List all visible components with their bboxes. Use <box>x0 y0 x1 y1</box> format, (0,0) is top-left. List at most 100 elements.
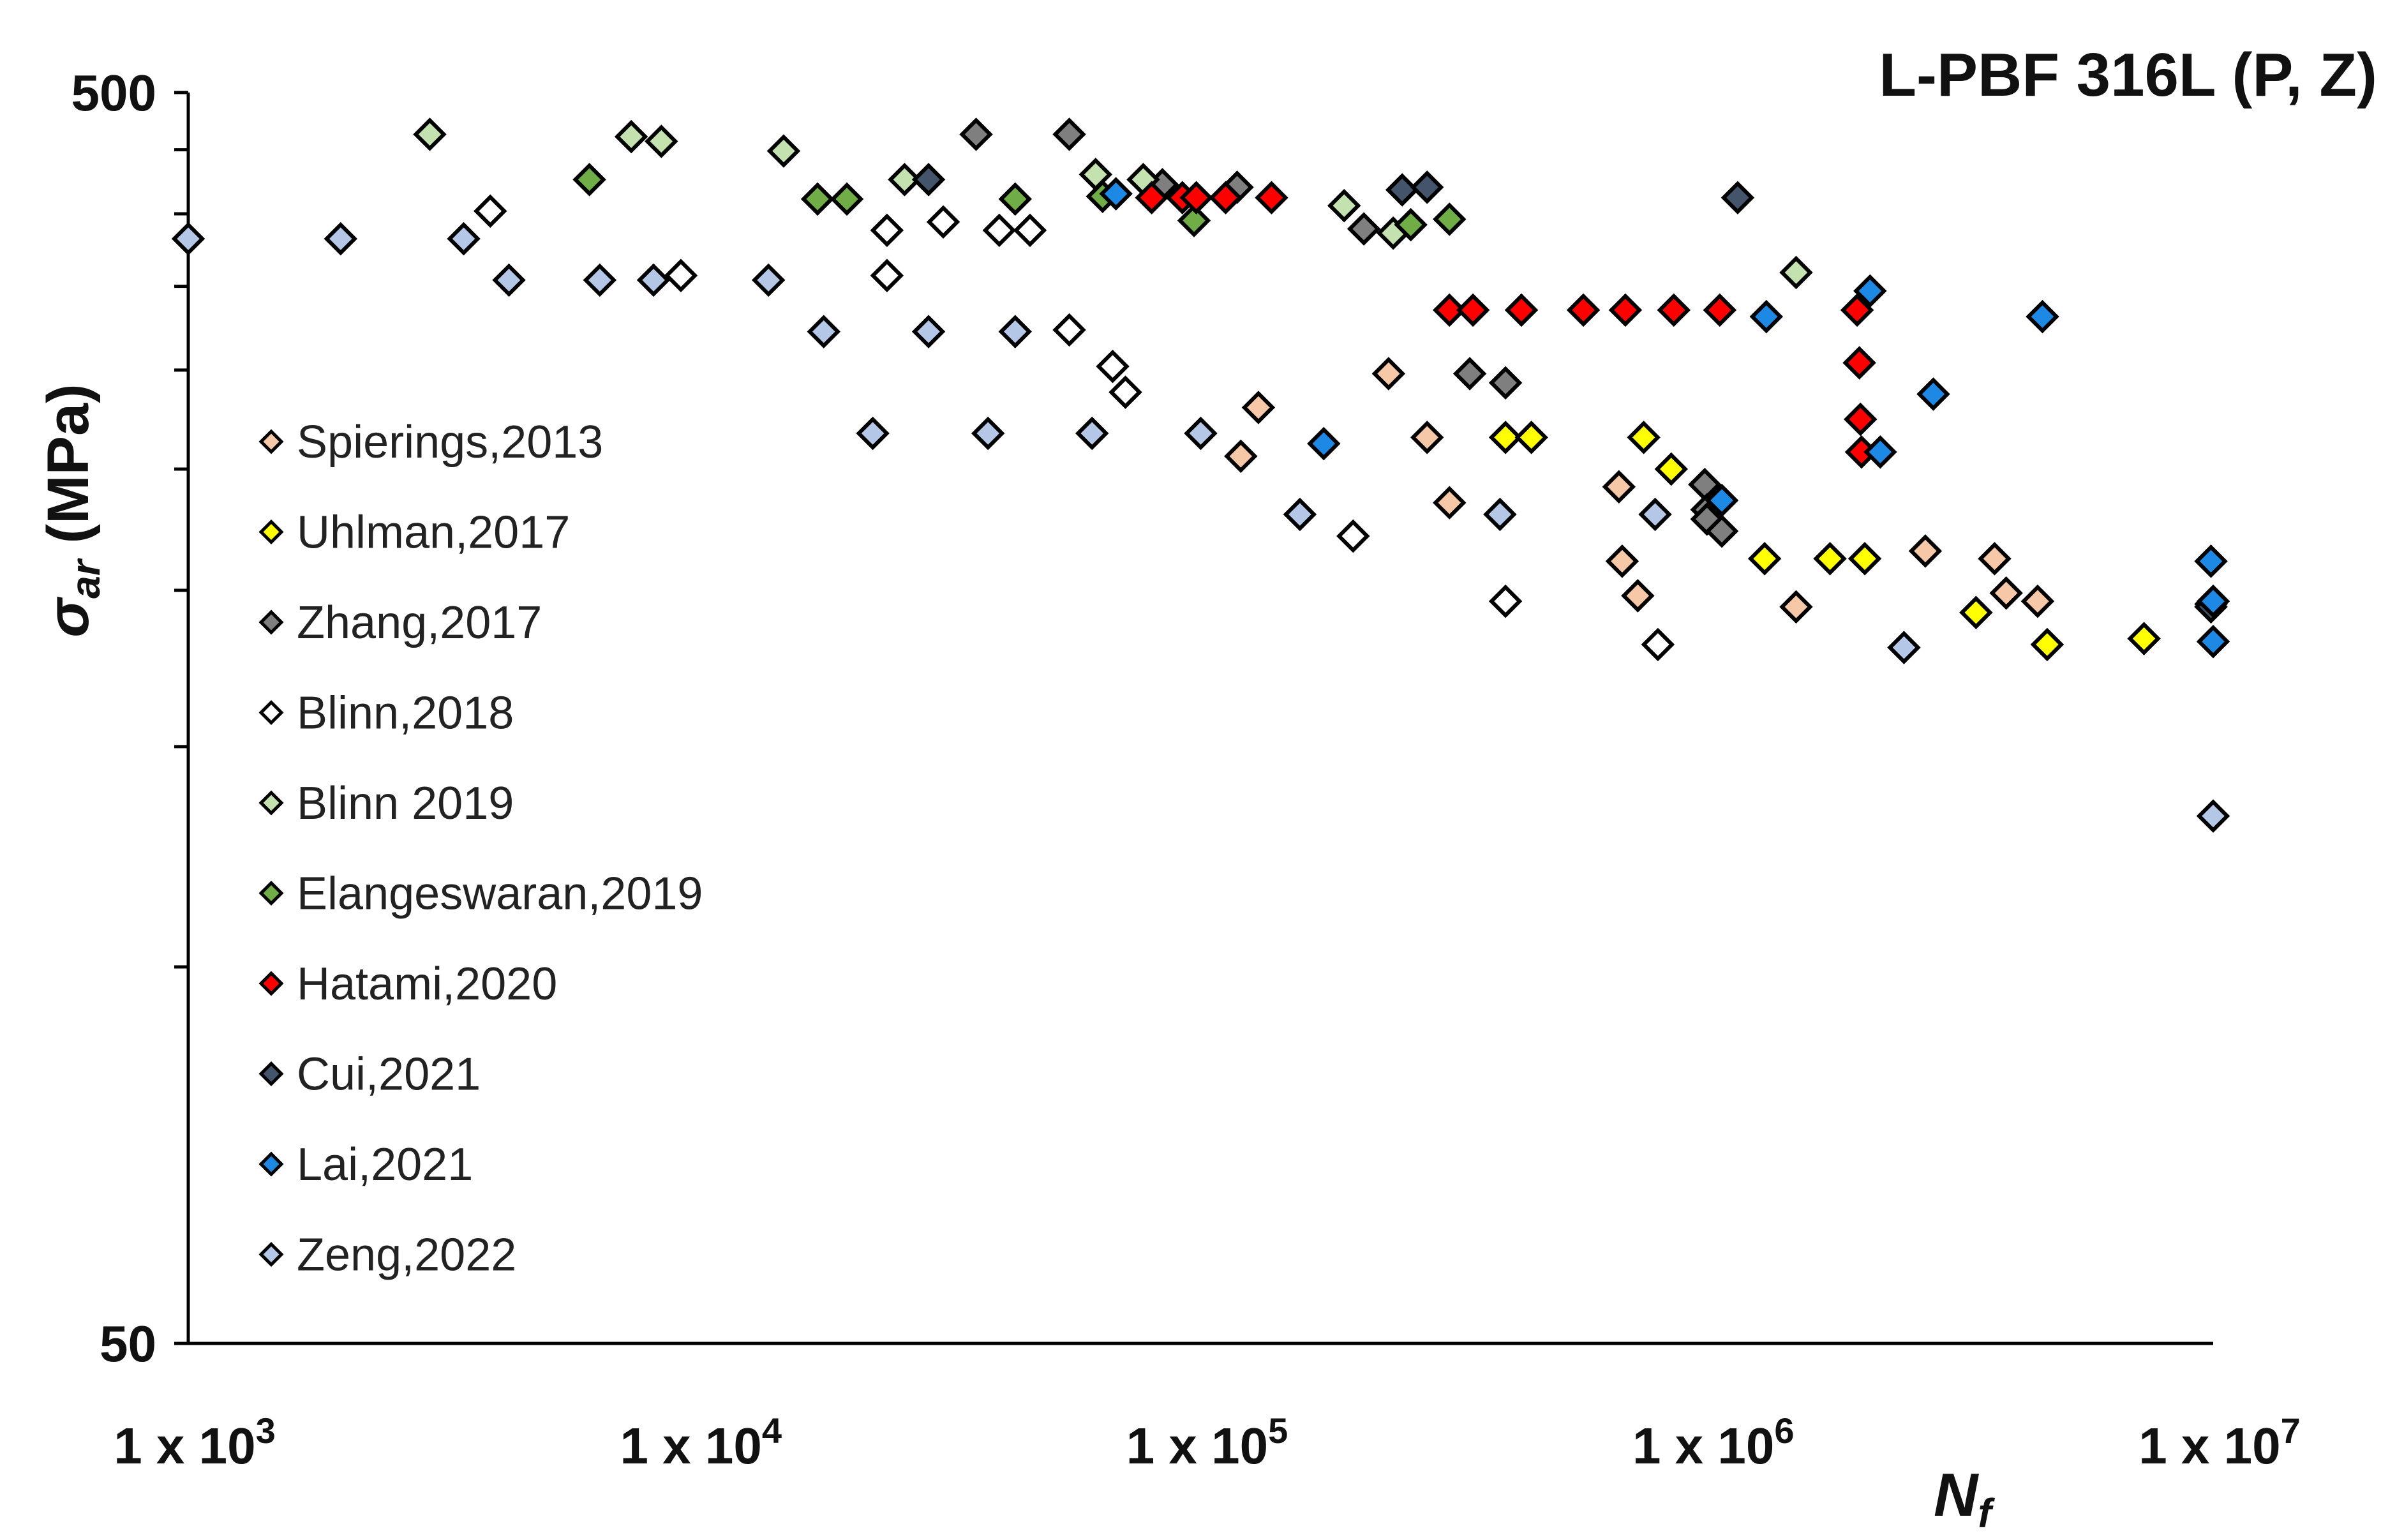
data-point <box>911 315 946 348</box>
data-point <box>1209 181 1243 215</box>
x-tick-labels: 1 x 103 1 x 104 1 x 105 1 x 106 1 x 107 <box>114 1410 2301 1474</box>
data-point <box>474 194 507 228</box>
data-point <box>1433 293 1467 327</box>
x-axis-label: Nf <box>1934 1461 1995 1536</box>
legend-label: Elangeswaran,2019 <box>297 869 703 920</box>
data-point <box>971 416 1005 451</box>
data-point <box>2196 624 2230 659</box>
legend-label: Cui,2021 <box>297 1049 481 1100</box>
data-point <box>1705 514 1739 548</box>
data-point <box>1052 313 1086 347</box>
data-point <box>1608 293 1643 327</box>
y-tick-labels: 500 50 <box>71 64 156 1372</box>
data-point <box>1452 357 1487 391</box>
legend-item: Blinn,2018 <box>258 688 514 739</box>
x-tick-label: 1 x 104 <box>620 1410 782 1474</box>
legend-item: Zhang,2017 <box>258 597 542 648</box>
legend-label: Zeng,2022 <box>297 1230 516 1281</box>
data-point <box>1456 293 1490 327</box>
data-point <box>447 221 481 256</box>
data-point <box>870 213 904 248</box>
data-point <box>998 315 1032 348</box>
legend-item: Hatami,2020 <box>258 959 557 1010</box>
data-point <box>1842 346 1876 380</box>
legend-marker <box>258 971 284 996</box>
data-point <box>1488 584 1523 618</box>
data-point <box>800 182 835 216</box>
data-point <box>1638 497 1672 532</box>
data-point <box>1621 579 1655 613</box>
data-point <box>1654 452 1689 486</box>
data-point <box>1177 204 1211 237</box>
data-point <box>1327 189 1361 223</box>
data-point <box>2030 627 2064 662</box>
data-point <box>583 263 617 297</box>
x-axis-label-main: N <box>1934 1461 1979 1529</box>
data-point <box>1863 435 1897 469</box>
data-point <box>1721 181 1755 215</box>
data-point <box>2196 584 2230 618</box>
legend-item: Uhlman,2017 <box>258 507 570 558</box>
data-point <box>1184 416 1218 451</box>
data-point <box>2127 622 2161 655</box>
data-point <box>1241 391 1276 424</box>
data-point <box>1813 542 1847 576</box>
data-point <box>1307 426 1341 461</box>
data-point <box>1013 213 1047 248</box>
data-point <box>1255 181 1288 215</box>
data-point <box>614 119 648 154</box>
x-tick-label: 1 x 107 <box>2139 1410 2301 1474</box>
data-point <box>1410 170 1444 204</box>
data-point <box>1605 544 1639 578</box>
data-point <box>1099 177 1133 211</box>
x-tick-label: 1 x 103 <box>114 1410 276 1474</box>
legend-label: Uhlman,2017 <box>297 507 570 558</box>
legend-label: Hatami,2020 <box>297 959 557 1010</box>
data-point <box>1989 576 2023 610</box>
data-point <box>1959 595 1993 629</box>
x-axis-label-subscript: f <box>1978 1490 1995 1536</box>
data-point <box>982 213 1017 248</box>
data-point <box>1179 181 1213 215</box>
data-point <box>998 182 1032 216</box>
data-point <box>2194 544 2228 578</box>
data-point <box>959 117 993 151</box>
data-point <box>1052 117 1086 151</box>
data-point <box>636 263 671 297</box>
legend-marker <box>258 429 284 454</box>
y-axis-label-symbol: σ <box>36 597 101 638</box>
data-point <box>645 124 678 158</box>
data-point <box>1908 534 1943 568</box>
data-point <box>1641 627 1675 662</box>
data-point <box>492 263 526 297</box>
y-tick-label: 50 <box>100 1315 156 1372</box>
data-point <box>1514 421 1548 454</box>
data-point <box>1433 202 1467 236</box>
data-point <box>2020 584 2055 618</box>
data-point <box>1627 421 1661 454</box>
data-point <box>888 163 922 197</box>
data-point <box>1916 377 1950 411</box>
data-point <box>664 258 698 292</box>
x-tick-label: 1 x 105 <box>1126 1410 1288 1474</box>
data-point <box>1394 207 1428 242</box>
data-point <box>1840 293 1874 327</box>
legend-item: Blinn 2019 <box>258 778 514 829</box>
data-point <box>1433 486 1467 520</box>
y-axis-label: σar (MPa) <box>36 384 108 638</box>
data-point <box>171 221 205 256</box>
legend-marker <box>258 1151 284 1177</box>
y-axis-label-subscript: ar <box>63 558 108 599</box>
data-point <box>1978 542 2012 576</box>
legend-label: Blinn 2019 <box>297 778 514 829</box>
legend-marker <box>258 790 284 816</box>
data-point <box>1848 542 1882 576</box>
data-point <box>766 134 801 168</box>
data-point <box>1224 439 1258 474</box>
y-tick-label: 500 <box>71 64 156 121</box>
legend-marker <box>258 880 284 906</box>
data-point <box>926 205 960 239</box>
legend-label: Zhang,2017 <box>297 597 542 648</box>
y-axis-label-unit: (MPa) <box>36 384 101 560</box>
